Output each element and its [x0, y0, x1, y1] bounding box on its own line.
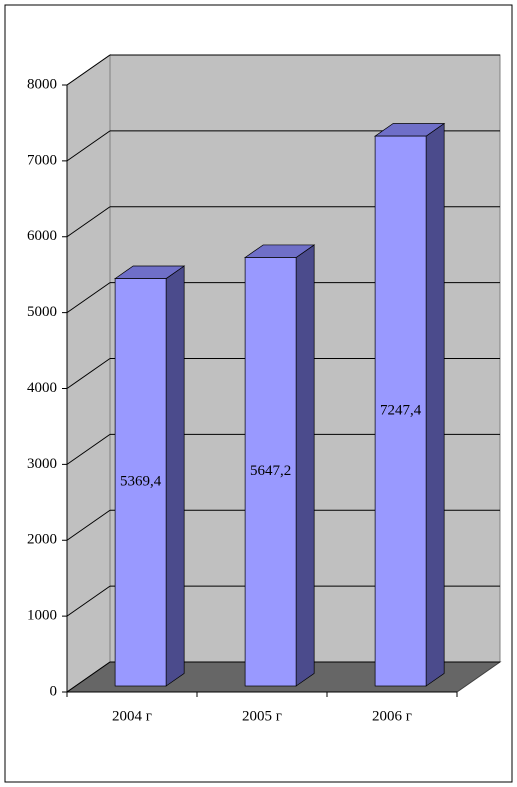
grid-line	[66, 509, 111, 541]
y-tick-label: 3000	[27, 456, 57, 472]
x-tick-label: 2004 г	[112, 708, 152, 724]
y-tick-label: 8000	[27, 76, 57, 92]
bar	[114, 278, 167, 687]
grid-line	[66, 433, 111, 465]
y-tick-label: 2000	[27, 532, 57, 548]
x-tick-label: 2005 г	[242, 708, 282, 724]
bar	[244, 257, 297, 687]
value-label: 5369,4	[120, 474, 162, 490]
grid-line	[66, 130, 111, 162]
y-tick-label: 0	[50, 683, 58, 699]
value-label: 5647,2	[250, 463, 291, 479]
grid-line	[66, 206, 111, 238]
x-tick-label: 2006 г	[372, 708, 412, 724]
y-tick-label: 7000	[27, 152, 57, 168]
bar	[374, 135, 427, 687]
grid-line	[66, 585, 111, 617]
grid-line	[66, 358, 111, 389]
grid-line	[66, 661, 111, 693]
bar-side	[425, 122, 445, 687]
y-tick-label: 4000	[27, 380, 57, 396]
y-tick-label: 1000	[27, 608, 57, 624]
grid-line	[66, 282, 111, 314]
y-tick-label: 5000	[27, 304, 57, 320]
bar-side	[165, 265, 185, 687]
y-tick-label: 6000	[27, 228, 57, 244]
grid-line	[66, 54, 111, 86]
bar-side	[295, 244, 315, 687]
value-label: 7247,4	[380, 402, 422, 418]
